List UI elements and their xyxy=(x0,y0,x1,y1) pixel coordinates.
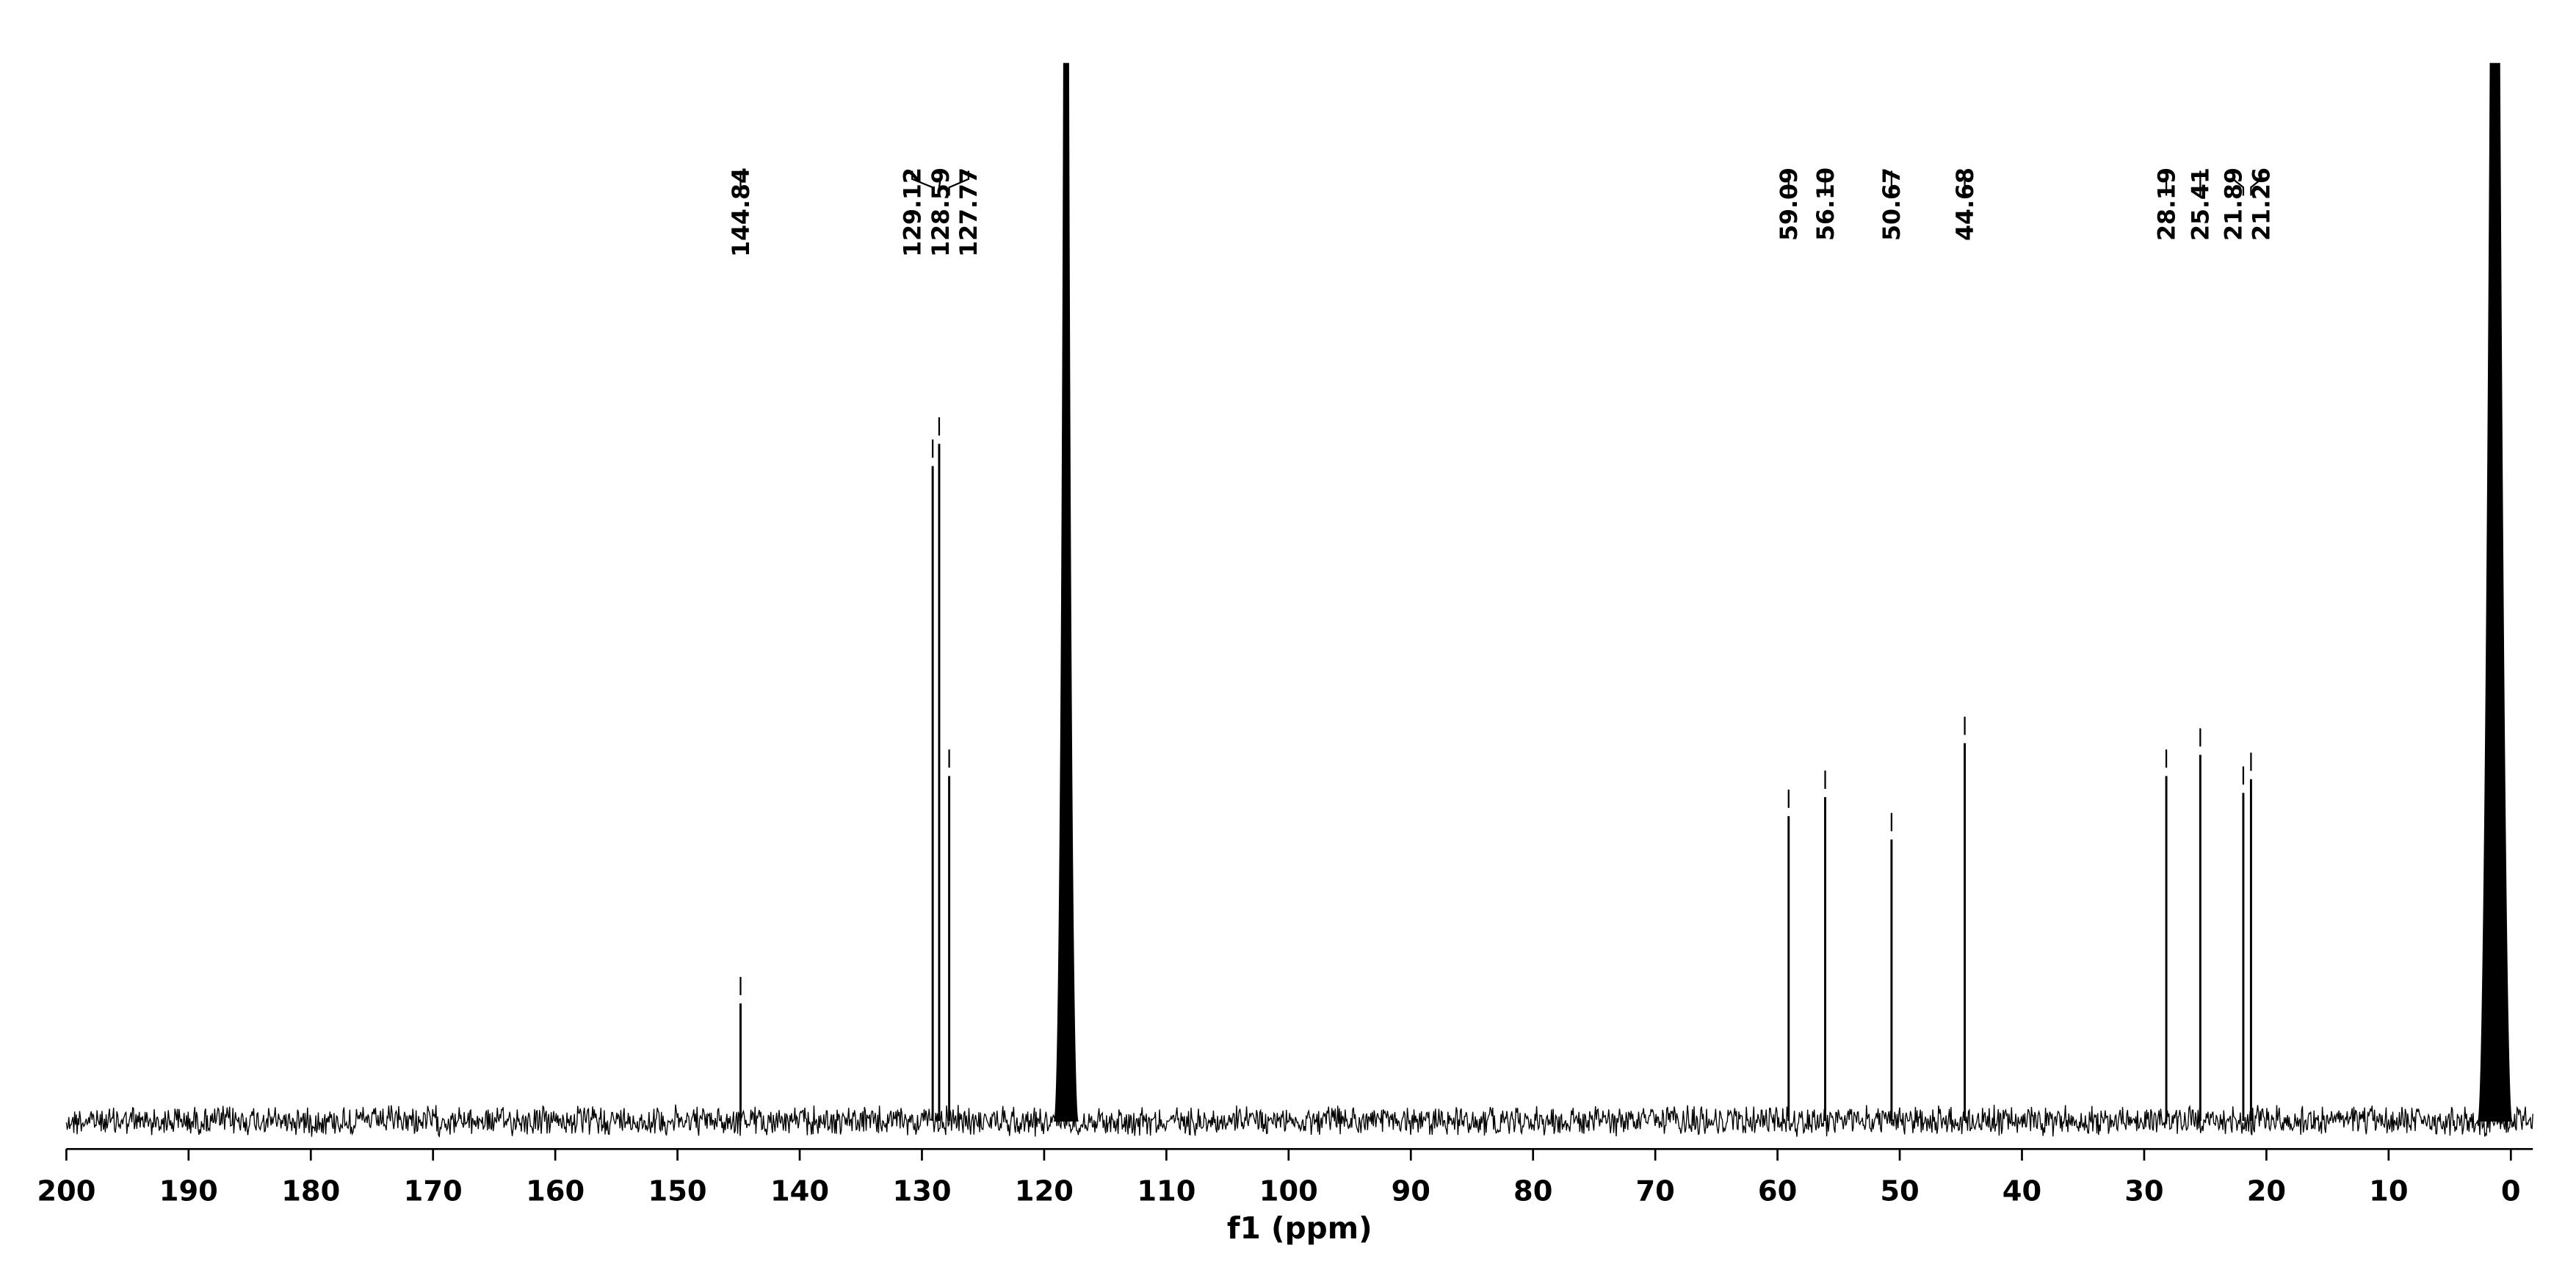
x-tick-label: 200 xyxy=(37,1174,95,1208)
x-tick-label: 190 xyxy=(159,1174,218,1208)
x-tick-label: 180 xyxy=(281,1174,340,1208)
x-tick-label: 30 xyxy=(2124,1174,2163,1208)
x-tick-label: 20 xyxy=(2247,1174,2286,1208)
peak-label: 127.77 xyxy=(956,167,983,257)
x-tick-label: 90 xyxy=(1392,1174,1430,1208)
x-tick-label: 130 xyxy=(892,1174,951,1208)
x-tick-label: 160 xyxy=(526,1174,585,1208)
x-axis-label: f1 (ppm) xyxy=(1227,1210,1372,1246)
x-tick-label: 0 xyxy=(2501,1174,2521,1208)
x-tick-label: 40 xyxy=(2002,1174,2041,1208)
peak-label: 28.19 xyxy=(2154,167,2180,241)
peak-label: 21.26 xyxy=(2249,167,2276,241)
x-tick-label: 120 xyxy=(1015,1174,1074,1208)
x-tick-label: 170 xyxy=(404,1174,463,1208)
peak-leader xyxy=(948,170,970,196)
x-tick-label: 50 xyxy=(1880,1174,1919,1208)
x-tick-label: 10 xyxy=(2369,1174,2408,1208)
x-tick-label: 60 xyxy=(1758,1174,1797,1208)
peak-label: 59.09 xyxy=(1776,167,1803,241)
peak-leader xyxy=(938,170,941,196)
plot-area xyxy=(65,62,2533,1138)
x-tick-label: 70 xyxy=(1635,1174,1674,1208)
peak-label: 50.67 xyxy=(1879,167,1906,241)
x-tick-label: 110 xyxy=(1137,1174,1195,1208)
peak-label: 25.41 xyxy=(2188,167,2215,241)
peak-leader xyxy=(2250,170,2262,196)
peak-label: 44.68 xyxy=(1953,167,1979,241)
baseline-noise xyxy=(65,1104,2533,1138)
peak-leader xyxy=(2232,170,2245,196)
peak-label: 144.84 xyxy=(728,167,755,257)
x-tick-label: 140 xyxy=(770,1174,829,1208)
offscale-peak xyxy=(2477,62,2513,1122)
peak-label: 21.89 xyxy=(2221,167,2247,241)
x-tick-label: 150 xyxy=(648,1174,707,1208)
x-tick-label: 80 xyxy=(1513,1174,1552,1208)
x-tick-label: 100 xyxy=(1259,1174,1318,1208)
offscale-peak xyxy=(1053,62,1079,1122)
peak-label: 128.59 xyxy=(928,167,955,257)
peak-label: 129.12 xyxy=(900,167,926,257)
peak-leader xyxy=(911,170,934,196)
peak-label: 56.10 xyxy=(1813,167,1839,241)
